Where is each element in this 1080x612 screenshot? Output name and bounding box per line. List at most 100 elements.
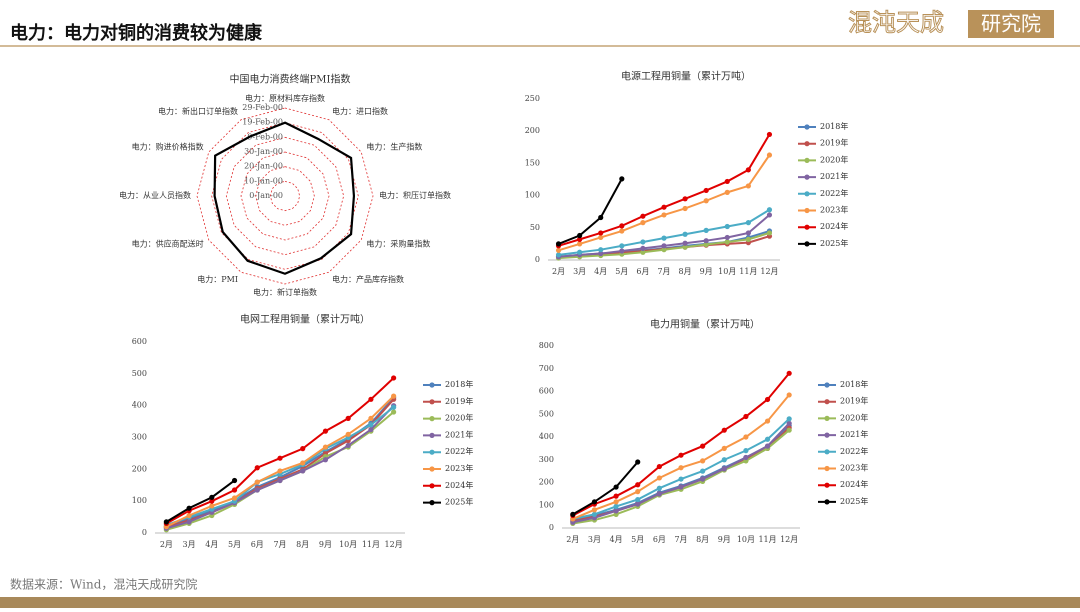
x-tick-label: 8月 [679, 267, 692, 276]
series-point [661, 235, 667, 241]
x-tick-label: 3月 [573, 267, 586, 276]
y-tick-label: 250 [525, 94, 540, 103]
series-point [368, 396, 374, 402]
series-point [656, 475, 662, 481]
legend-dot [429, 399, 435, 405]
y-tick-label: 200 [539, 478, 554, 487]
series-point [786, 420, 792, 426]
series-point [322, 428, 329, 434]
legend-label: 2021年 [445, 429, 473, 439]
series-point [682, 205, 688, 212]
series-point [678, 465, 684, 471]
radar-axis-label: 电力：购进价格指数 [132, 142, 204, 152]
source-note: 数据来源：Wind，混沌天成研究院 [10, 577, 197, 592]
series-point [368, 422, 374, 428]
radar-ring [240, 151, 330, 241]
x-tick-label: 10月 [718, 267, 736, 276]
series-point [613, 508, 619, 514]
series-point [577, 249, 583, 255]
legend-label: 2024年 [445, 480, 473, 490]
radar-axis-label: 电力：原材料库存指数 [245, 93, 325, 103]
legend-dot [824, 482, 830, 488]
series-point [163, 519, 169, 525]
legend-dot [804, 124, 810, 130]
x-tick-label: 12月 [760, 267, 778, 276]
series-point [700, 443, 706, 449]
series-point [598, 247, 604, 253]
legend-label: 2023年 [840, 463, 868, 473]
series-point [745, 183, 751, 189]
series-point [786, 392, 792, 398]
series-point [345, 442, 351, 449]
series-point [682, 244, 688, 250]
series-point [254, 487, 260, 493]
legend-label: 2018年 [445, 379, 473, 389]
legend-label: 2024年 [820, 221, 848, 231]
series-point [766, 207, 773, 213]
series-point [703, 238, 709, 244]
series-point [724, 239, 730, 245]
series-point [598, 250, 604, 257]
radar-ring [196, 107, 374, 285]
y-tick-label: 400 [132, 401, 147, 410]
series-point [231, 487, 238, 493]
legend-label: 2023年 [445, 463, 473, 473]
y-tick-label: 0 [549, 523, 554, 532]
radar-axis-label: 电力：从业人员指数 [119, 190, 191, 200]
x-tick-label: 2月 [552, 267, 565, 276]
radar-axis-label: 电力：供应商配送时 [132, 239, 204, 249]
x-tick-label: 3月 [588, 535, 601, 544]
legend-label: 2019年 [840, 396, 868, 406]
series-point [577, 241, 583, 247]
x-tick-label: 9月 [700, 267, 713, 276]
radar-axis-label: 电力：新订单指数 [253, 287, 317, 297]
series-point [209, 498, 215, 504]
series-point [277, 477, 283, 484]
series-point [743, 434, 749, 440]
radial-tick-label: 9-Feb-00 [247, 132, 283, 141]
legend-dot [804, 241, 810, 247]
series-point [598, 230, 604, 236]
series-point [764, 418, 771, 424]
y-tick-label: 700 [539, 364, 554, 373]
x-tick-label: 12月 [385, 540, 403, 549]
footer-bar [0, 597, 1080, 608]
legend-dot [824, 499, 830, 505]
series-point [322, 457, 329, 463]
legend-label: 2021年 [840, 429, 868, 439]
series-point [300, 446, 306, 452]
series-point [613, 503, 619, 509]
legend-dot [429, 500, 435, 506]
legend-label: 2018年 [840, 379, 868, 389]
series-point [724, 223, 730, 230]
x-tick-label: 4月 [594, 267, 607, 276]
legend-dot [804, 207, 810, 214]
series-point [635, 501, 641, 507]
series-point [613, 493, 619, 499]
series-point [700, 476, 706, 482]
legend-label: 2020年 [445, 413, 473, 423]
y-tick-label: 500 [132, 369, 147, 378]
series-point [678, 476, 684, 482]
series-point [640, 239, 646, 245]
series-point [322, 444, 329, 450]
x-tick-label: 2月 [566, 535, 579, 544]
series-point [745, 167, 751, 173]
legend-dot [429, 466, 435, 472]
y-tick-label: 300 [539, 455, 554, 464]
series-point [764, 443, 771, 449]
series-point [277, 455, 283, 461]
y-tick-label: 100 [539, 500, 554, 509]
series-point [635, 482, 641, 488]
x-tick-label: 8月 [296, 540, 309, 549]
legend-label: 2021年 [820, 171, 848, 181]
radar-axis-label: 电力：进口指数 [332, 106, 388, 116]
x-tick-label: 11月 [758, 535, 776, 544]
legend-label: 2022年 [445, 446, 473, 456]
x-tick-label: 10月 [339, 540, 357, 549]
legend-label: 2024年 [840, 479, 868, 489]
series-point [300, 460, 306, 466]
y-tick-label: 100 [132, 496, 147, 505]
